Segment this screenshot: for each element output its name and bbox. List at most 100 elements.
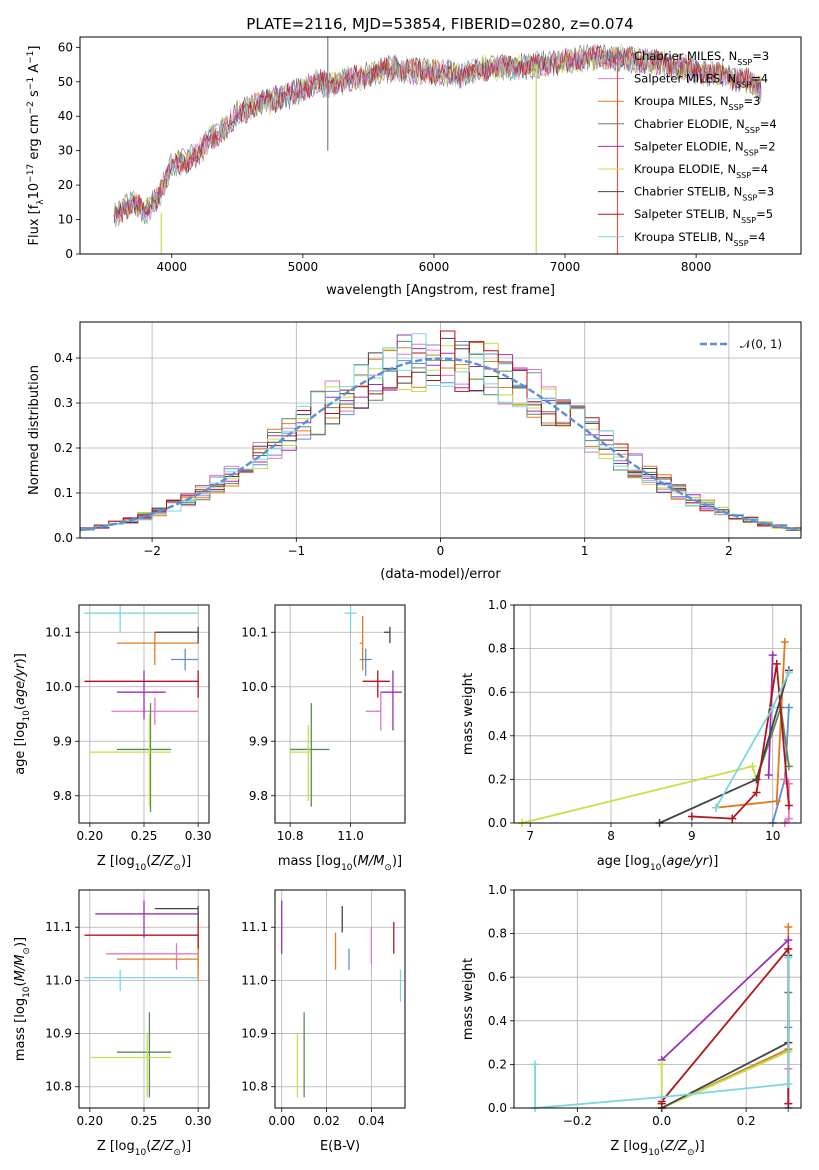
y-tick-label: 40 (58, 109, 73, 123)
residual-histogram-axes: −2 −1 0 1 2 0.0 0.1 0.2 0.3 0.4 𝒩(0, 1) (data-model… (27, 321, 802, 582)
age-vs-mass-xlabel: mass [log10(M/M⊙)] (278, 854, 402, 873)
weight-marker (748, 762, 757, 771)
age-vs-mass-axes: 10.8 11.0 9.8 9.9 10.0 10.1 mass [log10(M/M⊙)] (241, 604, 406, 873)
y-tick-label: 1.0 (488, 883, 507, 897)
gaussian-curve (79, 357, 802, 532)
y-tick-label: 0.0 (488, 1101, 507, 1115)
mass-vs-Z-ylabel: mass [log10(M/M⊙)] (13, 937, 32, 1061)
weight-marker (728, 814, 737, 823)
weight-marker (784, 936, 793, 945)
mass-vs-ebv-xlabel: E(B-V) (320, 1139, 360, 1154)
y-tick-label: 10.0 (45, 680, 72, 694)
y-tick-label: 0.8 (488, 642, 507, 656)
spectrum-legend: Chabrier MILES, NSSP=3 Salpeter MILES, NS… (598, 49, 777, 247)
x-tick-label: 0.25 (131, 1114, 158, 1128)
y-tick-label: 10.0 (241, 680, 268, 694)
y-tick-label: 60 (58, 40, 73, 54)
gaussian-legend-label: 𝒩(0, 1) (740, 337, 782, 351)
weight-marker (768, 651, 777, 660)
axes-frame (79, 321, 802, 539)
x-tick-label: 10.8 (277, 829, 304, 843)
weight-line (661, 939, 789, 1061)
weight-line (661, 927, 790, 1109)
axes-frame (274, 889, 406, 1109)
x-tick-label: 8000 (681, 260, 712, 274)
age-vs-Z-ylabel: age [log10(age/yr)] (13, 653, 32, 775)
weight-marker (784, 953, 793, 962)
y-tick-label: 9.8 (53, 789, 72, 803)
figure-title: PLATE=2116, MJD=53854, FIBERID=0280, z=0… (246, 15, 633, 33)
weight-marker (712, 803, 721, 812)
weight-marker (772, 659, 781, 668)
mass-weight-vs-age-ylabel: mass weight (461, 673, 476, 755)
x-tick-label: 6000 (419, 260, 450, 274)
spectrum-axes: 4000 5000 6000 7000 8000 0 10 20 30 40 50 60 wavelen… (26, 36, 802, 298)
y-tick-label: 50 (58, 75, 73, 89)
y-tick-label: 11.1 (45, 920, 72, 934)
mass-weight-vs-Z-axes: −0.2 0.0 0.2 0.0 0.2 0.4 0.6 0.8 1.0 Z [log10(Z/Z… (461, 883, 802, 1158)
y-tick-label: 0.6 (488, 970, 507, 984)
x-tick-label: −0.2 (563, 1114, 592, 1128)
weight-marker (772, 797, 781, 806)
weight-marker (780, 638, 789, 647)
y-tick-label: 0.2 (488, 1057, 507, 1071)
weight-marker (784, 944, 793, 953)
x-tick-label: 0.04 (358, 1114, 385, 1128)
y-tick-label: 9.9 (249, 734, 268, 748)
mass-vs-Z-axes: 0.20 0.25 0.30 10.8 10.9 11.0 11.1 Z [log10(Z/Z… (13, 889, 212, 1158)
weight-line (767, 655, 774, 776)
y-tick-label: 0.4 (488, 1014, 507, 1028)
y-tick-label: 0.2 (54, 441, 73, 455)
axes-frame (79, 36, 802, 255)
x-tick-label: 0.30 (185, 1114, 212, 1128)
x-tick-label: 0.20 (76, 829, 103, 843)
legend-label: Kroupa ELODIE, NSSP=4 (634, 162, 768, 180)
y-tick-label: 9.8 (249, 789, 268, 803)
plot-area: 4000 5000 6000 7000 80000102030405060wavelen… (13, 36, 802, 1158)
x-tick-label: 4000 (156, 260, 187, 274)
axes-frame (78, 889, 210, 1109)
y-tick-label: 11.0 (241, 973, 268, 987)
x-tick-label: 0.25 (131, 829, 158, 843)
mass-weight-vs-Z-ylabel: mass weight (461, 958, 476, 1040)
mass-weight-vs-Z-xlabel: Z [log10(Z/Z⊙)] (610, 1139, 704, 1158)
histogram-ylabel: Normed distribution (27, 365, 42, 495)
weight-marker (784, 1099, 793, 1108)
x-tick-label: 9 (688, 829, 696, 843)
weight-marker (531, 1060, 540, 1069)
y-tick-label: 1.0 (488, 598, 507, 612)
x-tick-label: 5000 (288, 260, 319, 274)
x-tick-label: 7000 (550, 260, 581, 274)
mass-weight-vs-age-xlabel: age [log10(age/yr)] (597, 854, 719, 873)
y-tick-label: 0.3 (54, 396, 73, 410)
legend-label: Chabrier STELIB, NSSP=3 (634, 185, 774, 203)
y-tick-label: 0.0 (488, 816, 507, 830)
weight-marker (784, 923, 793, 932)
axes-frame (78, 604, 210, 824)
y-tick-label: 10.8 (241, 1080, 268, 1094)
weight-marker (657, 1060, 666, 1069)
legend-label: Salpeter STELIB, NSSP=5 (634, 207, 773, 225)
weight-marker (764, 771, 773, 780)
x-tick-label: 8 (607, 829, 615, 843)
weight-marker (784, 703, 793, 712)
mass-vs-Z-xlabel: Z [log10(Z/Z⊙)] (97, 1139, 191, 1158)
y-tick-label: 0.1 (54, 486, 73, 500)
legend-label: Salpeter ELODIE, NSSP=2 (634, 139, 776, 157)
y-tick-label: 0.4 (54, 351, 73, 365)
weight-marker (784, 801, 793, 810)
spectrum-ylabel: Flux [fλ10−17 erg cm−2 s−1 A−1] (26, 46, 46, 246)
x-tick-label: 7 (526, 829, 534, 843)
legend-label: Chabrier ELODIE, NSSP=4 (634, 117, 777, 135)
x-tick-label: 0.20 (76, 1114, 103, 1128)
mass-vs-ebv-axes: 0.00 0.02 0.04 10.8 10.9 11.0 11.1 (241, 889, 406, 1128)
y-tick-label: 9.9 (53, 734, 72, 748)
x-tick-label: 11.0 (337, 829, 364, 843)
weight-marker (784, 814, 793, 823)
x-tick-label: 10 (765, 829, 780, 843)
y-tick-label: 0.2 (488, 772, 507, 786)
histogram-series (80, 330, 801, 531)
x-tick-label: 0.00 (268, 1114, 295, 1128)
weight-marker (768, 703, 777, 712)
